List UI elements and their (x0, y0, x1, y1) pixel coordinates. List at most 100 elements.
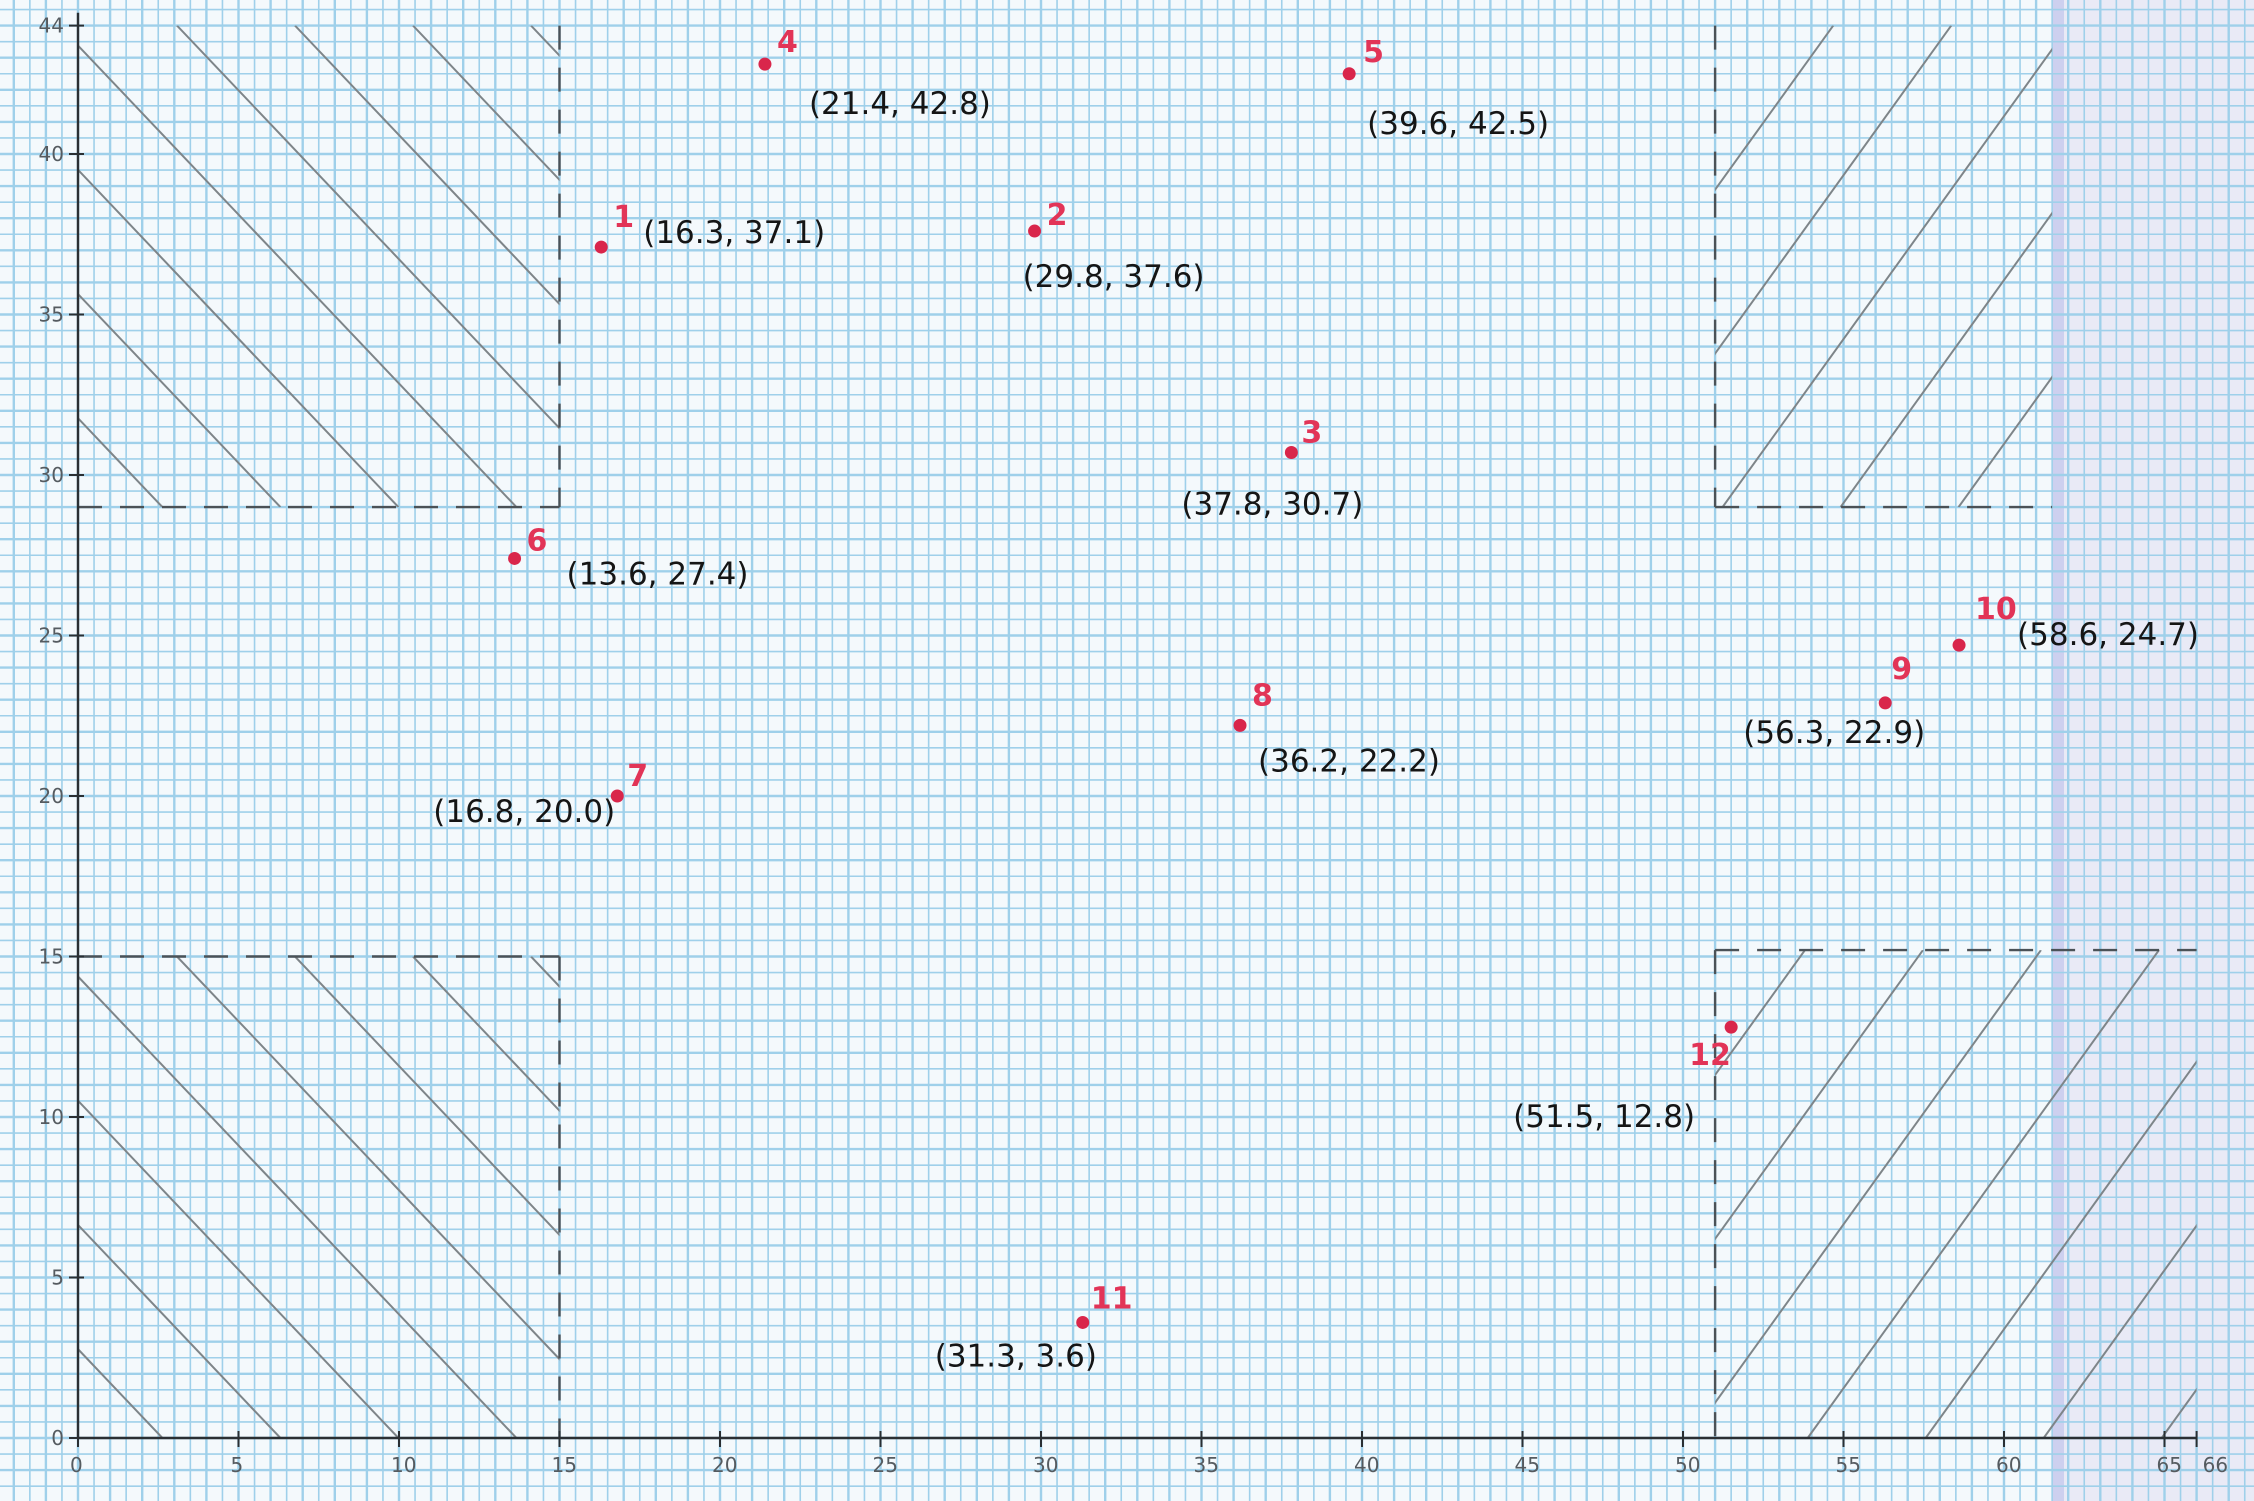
x-tick-label: 0 (70, 1453, 83, 1477)
point-number: 5 (1363, 35, 1384, 70)
point-coordinate-label: (13.6, 27.4) (567, 556, 749, 592)
x-tick-label: 35 (1194, 1453, 1219, 1477)
x-tick-label: 25 (873, 1453, 898, 1477)
x-tick-label: 50 (1675, 1453, 1700, 1477)
point-coordinate-label: (29.8, 37.6) (1023, 259, 1205, 295)
hatch-line (78, 1223, 282, 1438)
point-marker (758, 57, 772, 71)
hatch-bottom-left (78, 956, 560, 1438)
point-number: 10 (1975, 592, 2017, 627)
x-tick-label: 55 (1836, 1453, 1861, 1477)
point-number: 2 (1047, 198, 1068, 233)
y-tick-label: 5 (51, 1266, 64, 1290)
point-number: 6 (527, 523, 548, 558)
point-marker (1342, 67, 1356, 81)
y-tick-label: 44 (39, 14, 64, 38)
y-tick-label: 30 (39, 463, 64, 487)
data-points: 1 (16.3, 37.1) 2 (29.8, 37.6) 3 (37.8, 30.7) 4… (433, 25, 2199, 1374)
point-marker (1028, 224, 1042, 238)
point-8: 8 (36.2, 22.2) (1233, 678, 1440, 779)
point-marker (1724, 1020, 1738, 1034)
point-7: 7 (16.8, 20.0) (433, 759, 648, 830)
hatch-line (78, 168, 400, 508)
hatch-bottom-right (1715, 950, 2197, 1439)
hatch-line (78, 292, 282, 508)
point-marker (1878, 696, 1892, 710)
x-tick-label: 40 (1354, 1453, 1379, 1477)
hatch-line (1806, 950, 2160, 1439)
point-number: 12 (1689, 1038, 1731, 1073)
hatch-line (1839, 211, 2053, 508)
x-tick-label: 30 (1033, 1453, 1058, 1477)
point-coordinate-label: (16.3, 37.1) (643, 215, 825, 251)
hatch-line (176, 956, 560, 1361)
point-coordinate-label: (51.5, 12.8) (1513, 1099, 1695, 1135)
point-coordinate-label: (39.6, 42.5) (1367, 106, 1549, 142)
point-number: 1 (613, 200, 634, 235)
point-marker (508, 551, 522, 565)
paper-margin-shade (2052, 0, 2254, 1501)
point-5: 5 (39.6, 42.5) (1342, 35, 1549, 142)
point-number: 7 (627, 759, 648, 794)
point-number: 3 (1301, 416, 1322, 451)
point-coordinate-label: (37.8, 30.7) (1181, 487, 1363, 523)
x-tick-label: 65 (2157, 1453, 2182, 1477)
x-tick-label: 60 (1996, 1453, 2021, 1477)
point-6: 6 (13.6, 27.4) (508, 523, 749, 592)
hatch-line (412, 956, 560, 1113)
hatch-line (294, 956, 560, 1237)
hatch-line (78, 44, 518, 508)
y-tick-label: 15 (39, 945, 64, 969)
point-marker (1233, 718, 1247, 732)
hatch-line (2042, 1223, 2197, 1439)
x-tick-label: 15 (552, 1453, 577, 1477)
point-number: 11 (1091, 1281, 1133, 1316)
hatch-line (1715, 950, 1806, 1077)
point-11: 11 (31.3, 3.6) (935, 1281, 1133, 1374)
x-tick-label: 10 (391, 1453, 416, 1477)
hatched-regions (78, 25, 2197, 1439)
point-12: 12 (51.5, 12.8) (1513, 1020, 1738, 1135)
hatch-line (1715, 25, 1835, 192)
point-2: 2 (29.8, 37.6) (1023, 198, 1205, 295)
point-marker (1076, 1315, 1090, 1329)
hatch-line (1957, 375, 2053, 508)
hatch-top-right (1715, 25, 2053, 508)
hatch-line (412, 25, 560, 182)
hatch-line (1715, 950, 2042, 1405)
x-tick-label: 45 (1515, 1453, 1540, 1477)
paper-edge-band (2052, 0, 2064, 1501)
point-marker (610, 789, 624, 803)
y-tick-label: 0 (51, 1426, 64, 1450)
hatch-line (1715, 25, 1953, 356)
hatch-line (78, 975, 518, 1438)
point-coordinate-label: (56.3, 22.9) (1743, 715, 1925, 751)
point-marker (594, 240, 608, 254)
y-tick-label: 40 (39, 142, 64, 166)
point-coordinate-label: (36.2, 22.2) (1258, 743, 1440, 779)
point-coordinate-label: (58.6, 24.7) (2017, 617, 2199, 653)
point-coordinate-label: (31.3, 3.6) (935, 1338, 1097, 1374)
point-4: 4 (21.4, 42.8) (758, 25, 991, 122)
hatch-line (1924, 1060, 2197, 1439)
hatch-line (78, 1099, 400, 1438)
hatch-line (78, 1347, 164, 1438)
hatch-line (294, 25, 560, 306)
point-coordinate-label: (16.8, 20.0) (433, 794, 615, 830)
point-9: 9 (56.3, 22.9) (1743, 652, 1925, 751)
point-number: 8 (1252, 678, 1273, 713)
axes: 0 5 10 15 20 25 30 35 40 45 50 55 60 65 66051015202530… (39, 12, 2228, 1477)
hatch-line (1721, 47, 2053, 508)
x-tick-label: 5 (231, 1453, 244, 1477)
point-1: 1 (16.3, 37.1) (594, 200, 825, 254)
point-marker (1284, 446, 1298, 460)
x-tick-label: 66 (2203, 1453, 2228, 1477)
point-number: 9 (1891, 652, 1912, 687)
y-tick-label: 10 (39, 1105, 64, 1129)
point-marker (1952, 638, 1966, 652)
point-3: 3 (37.8, 30.7) (1181, 416, 1363, 523)
point-coordinate-label: (21.4, 42.8) (809, 86, 991, 122)
hatch-line (1715, 950, 1924, 1241)
